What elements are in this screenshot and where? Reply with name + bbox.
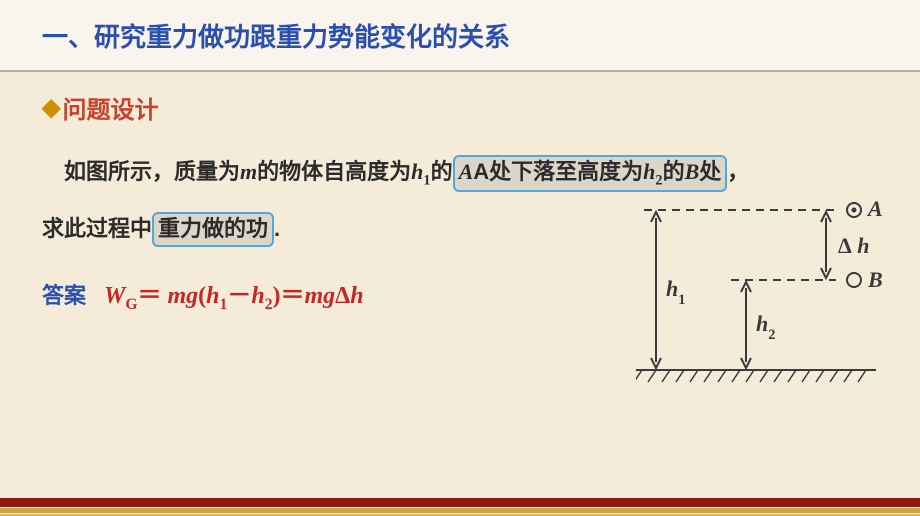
var-h2: h2 (643, 159, 662, 184)
svg-text:Δ h: Δ h (838, 233, 870, 258)
slide: 一、研究重力做功跟重力势能变化的关系 ◆问题设计 如图所示，质量为m的物体自高度… (0, 0, 920, 516)
line2: 求此过程中重力做的功. (42, 200, 280, 257)
height-diagram: A Bh1 h2 Δ h (636, 190, 896, 390)
text: 的物体自高度为 (257, 159, 411, 184)
body-area: ◆问题设计 如图所示，质量为m的物体自高度为h1的AA处下落至高度为h2的B处，… (0, 72, 920, 498)
answer-formula: WG＝ mg(h1－h2)＝mgΔh (104, 275, 364, 314)
pt-A: A (459, 159, 474, 184)
highlight-phrase-2: 重力做的功 (152, 212, 274, 247)
footer-stripes (0, 498, 920, 516)
subheading: ◆问题设计 (42, 90, 896, 125)
svg-text:h2: h2 (756, 311, 775, 343)
svg-text:h1: h1 (666, 276, 685, 308)
svg-text:A: A (866, 196, 883, 221)
highlight-phrase-1: AA处下落至高度为h2的B处 (453, 155, 728, 192)
subheading-text: 问题设计 (62, 90, 158, 125)
text: 的 (431, 159, 453, 184)
var-h1: h1 (411, 159, 430, 184)
answer-label: 答案 (42, 278, 86, 310)
section-header: 一、研究重力做功跟重力势能变化的关系 (0, 0, 920, 72)
comma: ， (727, 159, 749, 184)
section-title: 一、研究重力做功跟重力势能变化的关系 (42, 17, 510, 54)
text: 如图所示，质量为 (64, 159, 240, 184)
footer-stripe-1 (0, 498, 920, 507)
svg-text:B: B (867, 267, 883, 292)
diamond-bullet: ◆ (42, 93, 60, 122)
var-m: m (240, 159, 257, 184)
pt-B: B (685, 159, 700, 184)
